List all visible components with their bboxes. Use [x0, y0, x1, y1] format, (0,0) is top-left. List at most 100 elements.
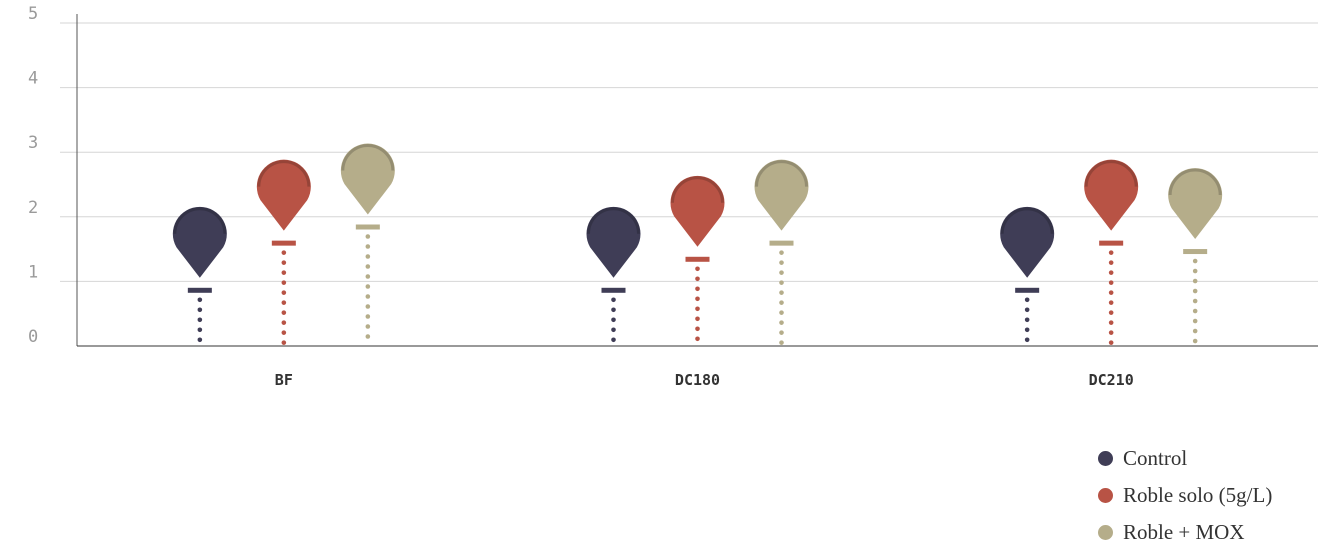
x-tick-label: DC180: [675, 371, 720, 389]
stem-dot: [281, 270, 287, 275]
data-point: [1168, 168, 1223, 344]
stem-dot: [281, 310, 287, 315]
pin-shading: [257, 160, 311, 187]
pin-marker: [1084, 159, 1139, 231]
y-tick-label: 0: [28, 327, 38, 347]
stem-dot: [779, 330, 784, 335]
stem-dot: [365, 304, 371, 309]
stem-dot: [779, 320, 784, 325]
stem-dot: [695, 316, 700, 322]
y-tick-label: 4: [28, 69, 38, 89]
stem-dot: [1108, 340, 1114, 345]
stem-dot: [281, 250, 287, 255]
value-marker: [601, 287, 626, 293]
stem-dot: [779, 250, 784, 255]
stem-dot: [1108, 310, 1114, 315]
stem-dot: [1108, 320, 1114, 325]
stem-dot: [779, 260, 784, 265]
stem-dot: [365, 314, 371, 319]
pin-shading: [341, 144, 395, 171]
stem-dot: [281, 290, 287, 295]
stem-dot: [779, 300, 784, 305]
stem-dot: [281, 330, 287, 335]
stem-dot: [197, 337, 203, 343]
pin-marker: [256, 159, 311, 231]
x-tick-label: DC210: [1089, 371, 1134, 389]
stem-dot: [1108, 250, 1114, 255]
stem-dot: [197, 317, 203, 323]
stem-dot: [365, 244, 371, 249]
stem-dot: [611, 297, 616, 303]
pin-shading: [587, 207, 640, 234]
legend-item: Roble solo (5g/L): [1098, 477, 1272, 514]
data-marks: [172, 143, 1223, 345]
stem-dot: [1024, 307, 1030, 313]
stem-dot: [281, 320, 287, 325]
stem-dot: [695, 276, 700, 282]
stem-dot: [779, 340, 784, 345]
gridlines: [60, 22, 1318, 282]
stem-dot: [1024, 337, 1030, 343]
stem-dot: [197, 307, 203, 313]
stem-dot: [1192, 328, 1198, 334]
stem-dot: [611, 337, 616, 343]
y-tick-label: 2: [28, 198, 38, 218]
stem-dot: [281, 280, 287, 285]
data-point: [256, 159, 311, 345]
stem-dot: [197, 327, 203, 333]
pin-shading: [1168, 168, 1222, 196]
legend-swatch: [1098, 451, 1113, 466]
stem-dot: [365, 254, 371, 259]
value-marker: [187, 287, 212, 293]
value-marker: [1099, 240, 1124, 246]
stem-dot: [1108, 280, 1114, 285]
pin-marker: [586, 206, 641, 278]
value-marker: [685, 256, 710, 262]
stem-dot: [1024, 297, 1030, 303]
stem-dot: [1192, 318, 1198, 324]
x-tick-label: BF: [275, 371, 293, 389]
stem-dot: [1192, 298, 1198, 304]
stem-dot: [695, 266, 700, 272]
pin-shading: [755, 160, 808, 187]
stem-dot: [695, 326, 700, 332]
stem-dot: [365, 274, 371, 279]
y-tick-label: 3: [28, 133, 38, 153]
stem-dot: [281, 260, 287, 265]
stem-dot: [1108, 300, 1114, 305]
value-marker: [1015, 287, 1040, 293]
pin-marker: [670, 175, 725, 247]
y-axis-ticks: 0 1 2 3 4 5: [28, 4, 38, 347]
stem-dot: [365, 334, 371, 339]
legend-label: Roble solo (5g/L): [1123, 483, 1273, 507]
value-marker: [355, 224, 380, 230]
stem-dot: [779, 310, 784, 315]
stem-dot: [695, 296, 700, 302]
pin-shading: [173, 207, 227, 234]
stem-dot: [1024, 317, 1030, 323]
stem-dot: [1192, 308, 1198, 314]
data-point: [586, 206, 641, 343]
stem-dot: [1192, 268, 1198, 274]
legend-item: Roble + MOX: [1098, 514, 1272, 551]
stem-dot: [365, 234, 371, 239]
y-tick-label: 1: [28, 262, 38, 282]
x-axis-ticks: BF DC180 DC210: [275, 371, 1134, 389]
pin-marker: [1168, 168, 1223, 240]
stem-dot: [1108, 330, 1114, 335]
legend-item: Control: [1098, 440, 1272, 477]
stem-dot: [1108, 260, 1114, 265]
data-point: [1084, 159, 1139, 345]
stem-dot: [1024, 327, 1030, 333]
stem-dot: [365, 264, 371, 269]
pin-marker: [1000, 206, 1055, 278]
stem-dot: [611, 317, 616, 323]
data-point: [1000, 206, 1055, 343]
stem-dot: [1108, 270, 1114, 275]
stem-dot: [779, 280, 784, 285]
stem-dot: [779, 290, 784, 295]
stem-dot: [779, 270, 784, 275]
pin-shading: [671, 176, 724, 203]
stem-dot: [365, 284, 371, 289]
